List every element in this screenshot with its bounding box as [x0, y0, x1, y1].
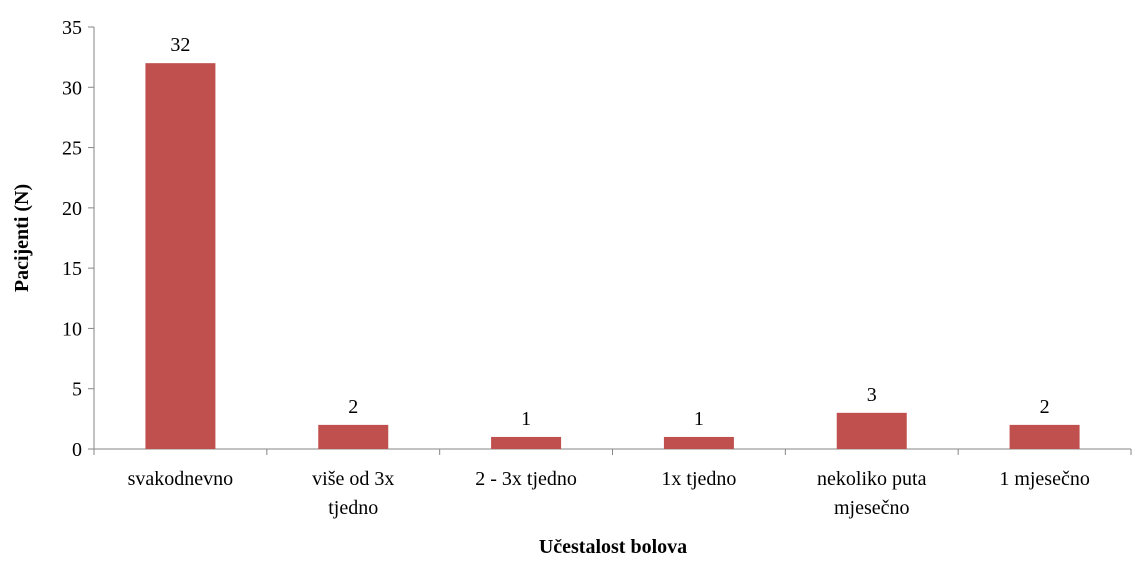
y-tick-label: 25 — [62, 138, 82, 160]
y-tick-label: 15 — [62, 258, 82, 280]
bar — [145, 63, 216, 450]
x-tick-label: mjesečno — [834, 497, 910, 519]
bar — [318, 424, 389, 449]
x-tick-label: nekoliko puta — [817, 468, 927, 490]
x-tick-label: više od 3x — [312, 468, 394, 490]
bars — [145, 63, 1080, 450]
bar — [491, 436, 562, 449]
data-label: 2 — [348, 396, 358, 418]
x-tick-label: svakodnevno — [128, 468, 234, 490]
bar — [836, 412, 907, 449]
y-tick-label: 0 — [72, 439, 82, 461]
data-label: 1 — [521, 408, 531, 430]
y-axis-title: Pacijenti (N) — [11, 184, 33, 292]
x-tick-label: tjedno — [328, 497, 378, 519]
data-label: 32 — [170, 34, 190, 56]
bar — [663, 436, 734, 449]
axes — [88, 26, 1132, 455]
data-label: 3 — [867, 384, 877, 406]
data-label: 2 — [1040, 396, 1050, 418]
bar — [1009, 424, 1080, 449]
x-tick-label: 2 - 3x tjedno — [475, 468, 577, 490]
x-axis-title: Učestalost bolova — [539, 536, 687, 558]
y-tick-label: 35 — [62, 17, 82, 39]
y-tick-label: 20 — [62, 198, 82, 220]
x-tick-label: 1x tjedno — [661, 468, 736, 490]
y-tick-label: 30 — [62, 77, 82, 99]
data-label: 1 — [694, 408, 704, 430]
x-tick-label: 1 mjesečno — [999, 468, 1090, 490]
y-tick-label: 5 — [72, 379, 82, 401]
y-tick-label: 10 — [62, 318, 82, 340]
